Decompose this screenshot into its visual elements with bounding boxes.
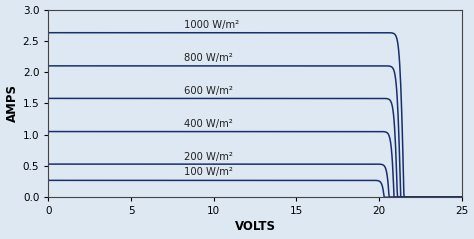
Y-axis label: AMPS: AMPS: [6, 84, 18, 122]
Text: 1000 W/m²: 1000 W/m²: [184, 20, 239, 30]
Text: 100 W/m²: 100 W/m²: [184, 167, 233, 177]
X-axis label: VOLTS: VOLTS: [235, 220, 275, 234]
Text: 800 W/m²: 800 W/m²: [184, 53, 233, 63]
Text: 400 W/m²: 400 W/m²: [184, 119, 233, 129]
Text: 600 W/m²: 600 W/m²: [184, 86, 233, 96]
Text: 200 W/m²: 200 W/m²: [184, 152, 233, 162]
